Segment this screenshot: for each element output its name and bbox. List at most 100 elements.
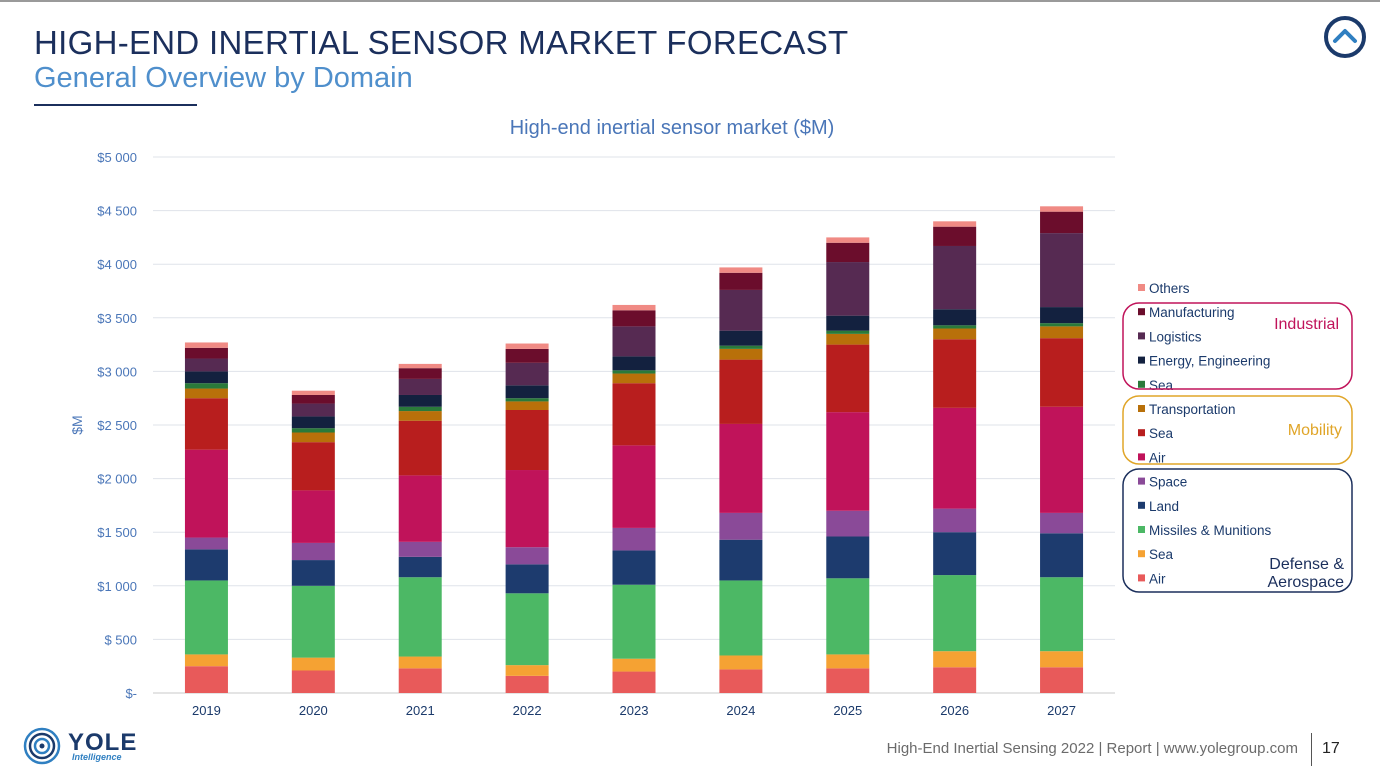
x-tick-label: 2026 [940,703,969,718]
bar-segment [826,578,870,655]
bar-segment [184,358,228,372]
legend-group-label: Defense & Aerospace [1268,556,1345,591]
legend-label: Others [1149,281,1190,296]
x-tick-label: 2027 [1047,703,1076,718]
legend-swatch [1138,477,1145,485]
bar-segment [719,423,763,513]
logo-subtitle: Intelligence [72,752,122,762]
bar-segment [398,577,442,657]
legend-label: Space [1149,475,1187,490]
chart-title: High-end inertial sensor market ($M) [510,117,835,139]
bar-segment [291,542,335,561]
bar-segment [291,657,335,671]
y-axis-label: $M [69,415,85,434]
bar-segment [719,289,763,331]
bar-segment [291,403,335,417]
bar-segment [612,671,656,693]
legend-swatch [1138,380,1145,388]
bar-segment [612,326,656,357]
y-tick-label: $3 500 [97,311,137,326]
bar-segment [933,309,977,326]
legend-group-label: Industrial [1274,316,1339,333]
bar-segment [826,242,870,263]
page-subtitle: General Overview by Domain [34,62,413,94]
legend-group-box [1122,302,1353,390]
bar-segment [291,670,335,693]
stacked-bar-chart: High-end inertial sensor market ($M) $M … [69,117,1353,718]
bar-segment [933,328,977,340]
bar-segment [1040,233,1084,308]
bar-segment [933,575,977,652]
bar-segment [398,656,442,669]
legend-label: Missiles & Munitions [1149,523,1272,538]
bar-segment [184,342,228,348]
x-tick-label: 2022 [513,703,542,718]
bar-segment [291,585,335,658]
bar-segment [184,580,228,655]
x-tick-label: 2023 [620,703,649,718]
legend-group-box [1122,468,1353,593]
bar-segment [719,512,763,540]
bar-segment [1040,512,1084,534]
legend-swatch [1138,284,1145,291]
x-tick-label: 2020 [299,703,328,718]
bar-segment [612,356,656,371]
bar-segment [291,560,335,586]
legend-group-box [1122,395,1353,465]
bar-segment [719,348,763,360]
x-tick-label: 2019 [192,703,221,718]
bar-segment [505,470,549,548]
footer-report-text: High-End Inertial Sensing 2022 | Report … [886,740,1298,757]
bar-segment [719,330,763,346]
bar-segment [291,490,335,543]
bar-segment [1040,577,1084,652]
legend-label: Sea [1149,547,1174,562]
y-tick-label: $4 500 [97,204,137,219]
bar-segment [1040,307,1084,324]
bar-segment [933,667,977,693]
bar-segment [826,668,870,693]
bar-segment [612,370,656,374]
footer-divider [1311,733,1312,766]
y-tick-label: $1 500 [97,525,137,540]
bar-segment [398,411,442,421]
bar-segment [826,237,870,243]
home-icon[interactable] [1322,14,1368,60]
legend-swatch [1138,550,1145,558]
top-border-line [0,0,1380,2]
bar-segment [612,373,656,384]
x-tick-labels: 2019 2020 2021 2022 2023 2024 2025 2026 2027 [192,703,1076,718]
legend-group-label: Mobility [1288,422,1342,439]
bar-segment [1040,323,1084,327]
bar-segment [291,390,335,395]
yole-logo-icon [23,727,61,765]
bar-segment [1040,667,1084,693]
legend-swatch [1138,308,1145,316]
bar-segment [398,406,442,412]
y-tick-label: $ 500 [104,632,137,647]
bar-segment [826,654,870,669]
bar-segment [398,420,442,476]
bar-segment [612,304,656,311]
bar-segment [398,368,442,379]
legend-swatch [1138,405,1145,412]
bar-segment [719,539,763,581]
bar-segment [184,666,228,693]
bar-segment [184,383,228,389]
legend-label: Sea [1149,378,1174,393]
legend-swatch [1138,332,1145,340]
bar-segment [505,547,549,565]
bar-segment [719,669,763,693]
bar-segment [505,348,549,363]
bar-segment [933,221,977,227]
bar-segment [184,388,228,399]
bar-segment [398,541,442,557]
bar-segment [1040,211,1084,234]
legend-label: Land [1149,499,1179,514]
bar-segment [612,550,656,585]
bar-segment [826,330,870,334]
legend-swatch [1138,501,1145,509]
bar-segment [505,564,549,594]
bar-segment [398,363,442,369]
bar-segment [291,416,335,429]
